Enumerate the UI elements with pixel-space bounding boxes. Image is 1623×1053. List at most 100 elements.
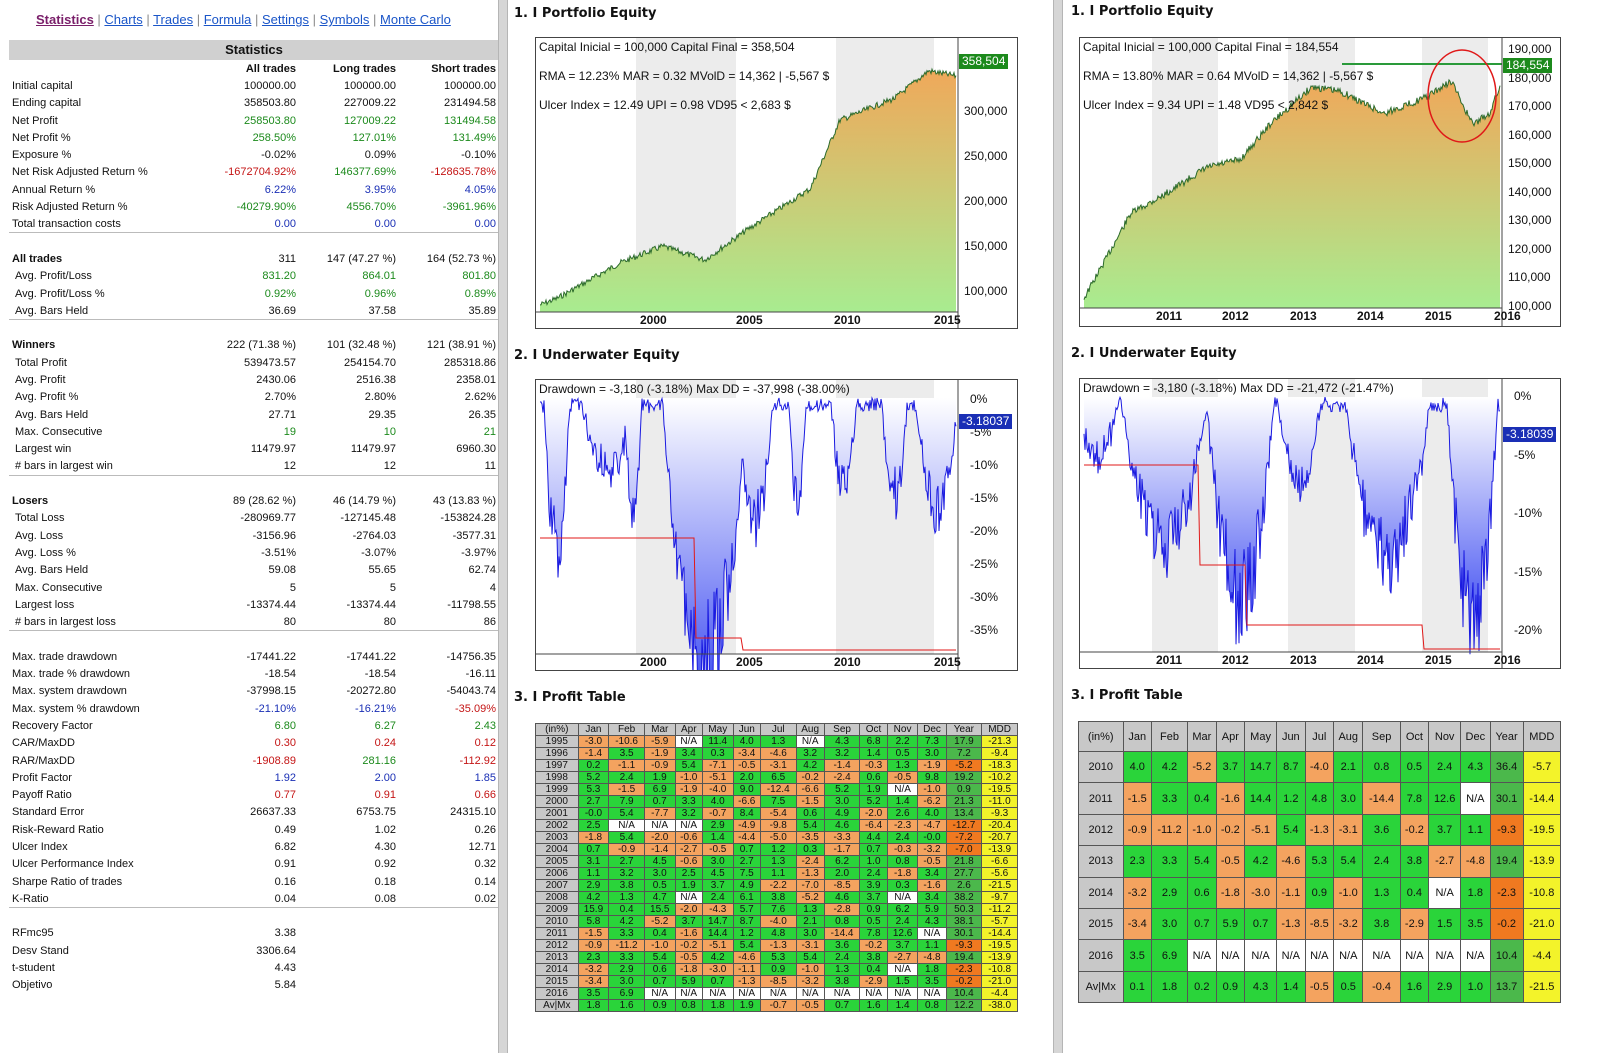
profit-row: 2005 3.1 2.7 4.5 -0.6 3.0 2.7 1.3 -2.4 6.2 1.0 0.8-… xyxy=(535,855,1018,868)
profit-cell: 2.4 xyxy=(886,831,919,844)
profit-cell: -5.2 xyxy=(643,915,676,928)
profit-cell: -0.5 xyxy=(886,771,919,784)
profit-cell: 6.2 xyxy=(886,903,919,916)
profit-cell: -7.2 xyxy=(945,831,983,844)
profit-cell: 9.0 xyxy=(732,783,761,796)
profit-year-cell: 2011 xyxy=(535,927,579,940)
nav-separator: | xyxy=(308,12,320,27)
profit-cell: 4.2 xyxy=(577,891,610,904)
profit-cell: 7.5 xyxy=(759,795,797,808)
profit-cell: 0.9 xyxy=(759,963,797,976)
y-tick-label: -5% xyxy=(1514,447,1536,462)
pane-splitter[interactable] xyxy=(498,0,508,1053)
profit-cell: 1.0 xyxy=(1460,970,1491,1004)
stat-value: -0.02% xyxy=(261,149,296,162)
stat-value: 62.74 xyxy=(468,564,496,577)
profit-cell: 11.4 xyxy=(701,735,734,748)
y-tick-label: 110,000 xyxy=(1508,270,1551,284)
stat-label: Standard Error xyxy=(12,806,85,819)
profit-cell: 2.7 xyxy=(732,855,761,868)
profit-mdd-cell: -14.4 xyxy=(981,927,1018,940)
nav-link-charts[interactable]: Charts xyxy=(104,12,143,27)
stat-value: 127.01% xyxy=(352,131,396,144)
profit-cell: 2.7 xyxy=(608,855,645,868)
y-tick-label: 200,000 xyxy=(964,194,1008,208)
stat-label: Avg. Bars Held xyxy=(15,564,89,577)
stat-label: Net Profit xyxy=(12,114,58,127)
profit-cell: 3.3 xyxy=(1150,782,1189,815)
stat-value: 2.62% xyxy=(464,391,496,404)
profit-cell: -0.2 xyxy=(1489,907,1524,941)
profit-cell: -2.2 xyxy=(759,879,797,892)
stat-value: -3577.31 xyxy=(452,529,496,542)
profit-cell: 15.9 xyxy=(577,903,610,916)
stat-row: Avg. Profit/Loss 831.20 864.01 801.80 xyxy=(9,268,498,285)
profit-cell: 3.7 xyxy=(886,939,919,952)
profit-cell: 3.3 xyxy=(608,951,645,964)
stat-row: Max. system % drawdown -21.10% -16.21% -35.… xyxy=(9,700,498,717)
portfolio-equity-chart-recent[interactable]: Capital Inicial = 100,000 Capital Final … xyxy=(1079,37,1561,327)
x-tick-label: 2005 xyxy=(736,313,763,327)
stat-value: 4.05% xyxy=(464,183,496,196)
equity-info-line: Ulcer Index = 9.34 UPI = 1.48 VD95 < 2,8… xyxy=(1083,98,1329,112)
stat-value: 231494.58 xyxy=(444,97,496,110)
profit-year-cell: 2014 xyxy=(1078,876,1124,909)
statistics-header: Statistics xyxy=(9,40,498,60)
profit-year-cell: 2011 xyxy=(1078,782,1124,815)
profit-cell: 3.5 xyxy=(577,987,610,1000)
y-tick-label: -20% xyxy=(1514,623,1543,637)
profit-cell: -0.6 xyxy=(674,855,703,868)
profit-cell: -0.0 xyxy=(917,831,947,844)
stat-value: 0.09% xyxy=(364,149,396,162)
stat-value: 6960.30 xyxy=(456,443,496,456)
nav-link-trades[interactable]: Trades xyxy=(153,12,194,27)
stat-value: 5 xyxy=(289,581,296,594)
profit-cell: 0.7 xyxy=(823,999,861,1012)
profit-cell: -0.0 xyxy=(577,807,610,820)
underwater-svg xyxy=(1080,379,1503,668)
profit-cell: 1.4 xyxy=(859,747,888,760)
stat-value: 0.66 xyxy=(474,789,496,802)
profit-cell: -11.2 xyxy=(1150,813,1189,847)
stat-row: Max. Consecutive 19 10 21 xyxy=(9,423,498,440)
stat-col-header: Long trades xyxy=(333,62,396,75)
profit-row: 2003 -1.8 5.4 -2.0 -0.6 1.4 -4.4 -5.0 -3.5 -3.3 4.… xyxy=(535,831,1018,844)
stat-value: 5 xyxy=(389,581,396,594)
profit-cell: -5.2 xyxy=(1187,750,1217,784)
nav-link-settings[interactable]: Settings xyxy=(261,12,309,27)
profit-cell: 2.3 xyxy=(577,951,610,964)
nav-link-formula[interactable]: Formula xyxy=(203,12,252,27)
statistics-table: All trades Long trades Short trades Initial… xyxy=(9,60,498,994)
profit-cell: 10.4 xyxy=(1489,939,1524,972)
underwater-equity-chart[interactable]: Drawdown = -3,180 (-3.18%) Max DD = -37,… xyxy=(535,379,1018,671)
profit-row: 1998 5.2 2.4 1.9 -1.0 -5.1 2.0 6.5 -0.2 -2.4 0.6 -0… xyxy=(535,771,1018,784)
stat-value: 86 xyxy=(483,615,496,628)
nav-link-monte-carlo[interactable]: Monte Carlo xyxy=(380,12,451,27)
stat-label: Avg. Bars Held xyxy=(15,304,89,317)
underwater-equity-chart-recent[interactable]: Drawdown = -3,180 (-3.18%) Max DD = -21,… xyxy=(1079,378,1561,669)
stat-value: 2358.01 xyxy=(456,373,496,386)
stat-value: 0.14 xyxy=(474,875,496,888)
pane-splitter-2[interactable] xyxy=(1053,0,1063,1053)
x-tick-label: 2015 xyxy=(934,313,961,327)
profit-cell: -0.5 xyxy=(1215,845,1246,878)
nav-link-symbols[interactable]: Symbols xyxy=(319,12,370,27)
stat-value: 227009.22 xyxy=(344,97,396,110)
stat-value: 254154.70 xyxy=(344,356,396,369)
profit-cell: -1.4 xyxy=(643,843,676,856)
profit-cell: -1.5 xyxy=(577,927,610,940)
profit-cell: -9.3 xyxy=(1489,813,1524,847)
profit-header-cell: Oct xyxy=(859,723,888,736)
profit-cell: 4.5 xyxy=(701,867,734,880)
y-tick-label: 250,000 xyxy=(964,149,1008,163)
profit-cell: 4.6 xyxy=(823,819,861,832)
profit-header-cell: Sep xyxy=(1362,721,1401,752)
profit-mdd-cell: -10.8 xyxy=(1522,876,1562,909)
nav-link-statistics[interactable]: Statistics xyxy=(36,12,94,27)
stat-row: Objetivo 5.84 xyxy=(9,977,498,994)
stat-value: 0.91 xyxy=(274,858,296,871)
profit-cell: -0.2 xyxy=(859,939,888,952)
portfolio-equity-chart[interactable]: Capital Inicial = 100,000 Capital Final … xyxy=(535,37,1018,329)
profit-cell: 0.4 xyxy=(1399,876,1430,909)
profit-cell: 4.2 xyxy=(701,951,734,964)
